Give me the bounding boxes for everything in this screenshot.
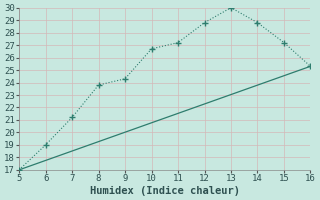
X-axis label: Humidex (Indice chaleur): Humidex (Indice chaleur): [90, 186, 240, 196]
